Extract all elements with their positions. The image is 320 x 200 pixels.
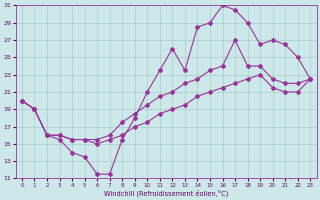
X-axis label: Windchill (Refroidissement éolien,°C): Windchill (Refroidissement éolien,°C) bbox=[104, 189, 228, 197]
